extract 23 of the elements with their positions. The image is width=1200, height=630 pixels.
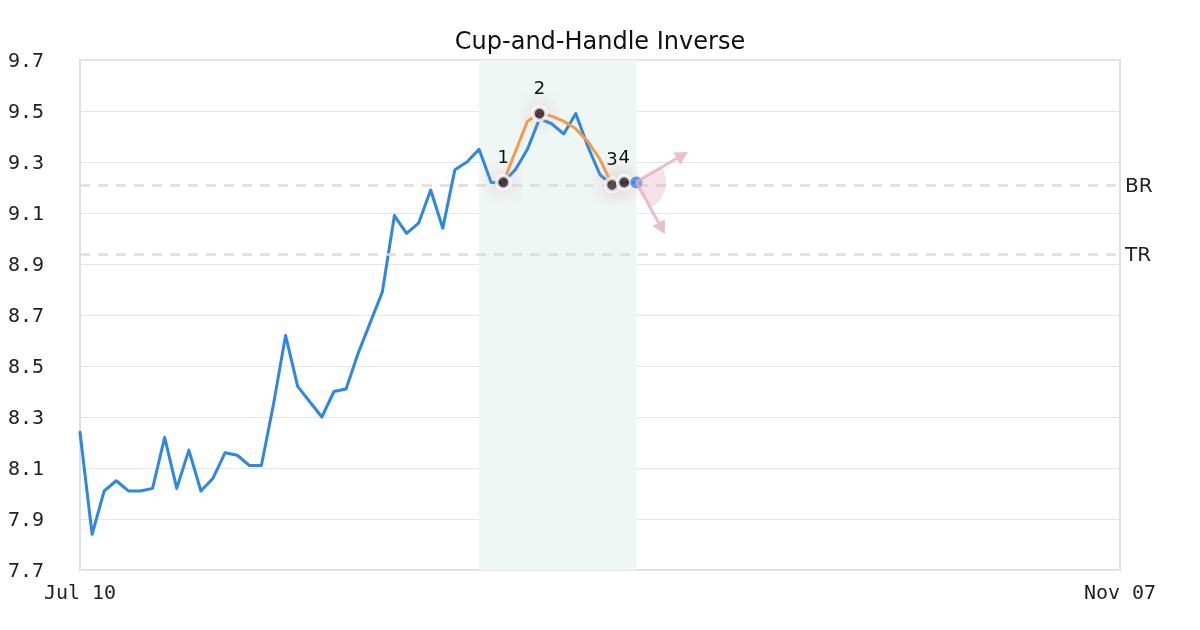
y-tick-label: 8.1 (7, 456, 44, 480)
annotation: 1 (497, 145, 509, 167)
point (531, 105, 548, 122)
point (615, 174, 633, 191)
y-tick-label: 7.9 (7, 507, 44, 531)
x-tick-label: Nov 07 (1083, 580, 1157, 604)
y-tick-label: 9.1 (7, 201, 44, 225)
y-tick-label: 8.9 (7, 252, 44, 276)
y-tick-label: 8.3 (7, 405, 44, 429)
ref-line-label: TR (1124, 241, 1152, 266)
point (495, 174, 512, 191)
y-tick-label: 8.5 (7, 354, 44, 378)
y-tick-label: 7.7 (7, 558, 44, 582)
x-tick-label: Jul 10 (43, 580, 117, 604)
annotation: 4 (618, 145, 630, 167)
y-tick-label: 9.3 (7, 150, 44, 174)
annotation: 3 (606, 148, 618, 170)
y-tick-label: 8.7 (7, 303, 44, 327)
ref-line-label: BR (1125, 172, 1153, 197)
y-tick-label: 9.7 (7, 48, 44, 72)
annotation: 2 (533, 77, 546, 99)
y-tick-label: 9.5 (7, 99, 44, 123)
chart-title: Cup-and-Handle Inverse (454, 27, 746, 55)
